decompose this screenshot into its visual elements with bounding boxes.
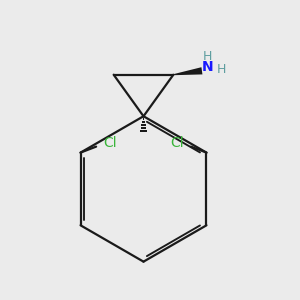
Text: Cl: Cl [103, 136, 117, 150]
Text: H: H [202, 50, 212, 63]
Text: H: H [217, 63, 226, 76]
Polygon shape [173, 67, 202, 75]
Text: N: N [201, 60, 213, 74]
Text: Cl: Cl [170, 136, 183, 150]
